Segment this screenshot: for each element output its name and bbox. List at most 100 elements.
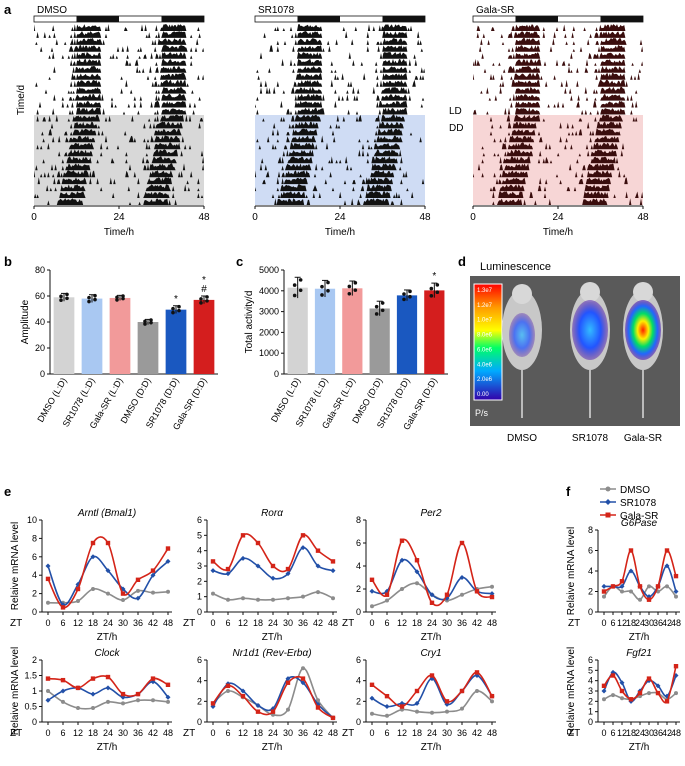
y-tick-label: 2 bbox=[197, 696, 202, 706]
point-sr1078 bbox=[628, 568, 634, 574]
point-dmso bbox=[602, 594, 606, 599]
x-tick-label: 42 bbox=[313, 728, 323, 738]
activity-row bbox=[473, 184, 643, 192]
y-tick-label: 1 bbox=[197, 592, 202, 602]
activity-row bbox=[473, 44, 643, 52]
y-tick-label: 2 bbox=[32, 655, 37, 665]
point-dmso bbox=[490, 699, 494, 704]
series-line-sr1078 bbox=[604, 565, 677, 598]
y-tick-label: 2 bbox=[32, 589, 37, 599]
point-dmso bbox=[674, 594, 678, 599]
x-tick-label: 6 bbox=[384, 618, 389, 628]
y-axis-label: Amplitude bbox=[20, 299, 31, 344]
y-axis-label: Relaive mRNA level bbox=[10, 647, 21, 735]
data-point bbox=[402, 292, 406, 296]
activity-row bbox=[34, 79, 204, 87]
data-point bbox=[149, 320, 153, 325]
scale-tick-label: 6.0e6 bbox=[477, 347, 493, 353]
point-gala-sr bbox=[330, 559, 336, 564]
x-axis-label: ZT/h bbox=[629, 742, 650, 753]
point-sr1078 bbox=[270, 575, 276, 581]
point-gala-sr bbox=[210, 559, 216, 564]
point-sr1078 bbox=[414, 700, 420, 706]
scale-tick-label: 1.2e7 bbox=[477, 303, 493, 309]
x-tick-label: 12 bbox=[73, 728, 83, 738]
y-tick-label: 6 bbox=[356, 655, 361, 665]
bar bbox=[165, 309, 187, 374]
point-dmso bbox=[460, 592, 464, 597]
point-gala-sr bbox=[384, 592, 390, 597]
x-tick-label: 36 bbox=[653, 618, 663, 628]
actogram-sr1078: SR1078 0 24 48 Time/h bbox=[252, 5, 431, 238]
gene-title: Rorα bbox=[261, 508, 283, 519]
point-dmso bbox=[602, 697, 606, 702]
point-dmso bbox=[76, 598, 80, 603]
activity-row bbox=[34, 114, 204, 122]
zt-prefix: ZT bbox=[568, 728, 580, 739]
point-dmso bbox=[301, 666, 305, 671]
point-gala-sr bbox=[60, 677, 66, 683]
point-gala-sr bbox=[673, 664, 679, 669]
activity-row bbox=[34, 100, 204, 108]
point-gala-sr bbox=[646, 676, 652, 681]
activity-row bbox=[34, 184, 204, 192]
point-gala-sr bbox=[637, 584, 643, 589]
point-dmso bbox=[46, 600, 50, 605]
activity-row bbox=[255, 24, 425, 31]
point-gala-sr bbox=[664, 699, 670, 704]
luminescence-unit: P/s bbox=[475, 408, 489, 418]
activity-row bbox=[34, 128, 204, 136]
data-point bbox=[65, 292, 69, 297]
x-tick-label: 12 bbox=[397, 728, 407, 738]
data-point bbox=[59, 298, 63, 303]
activity-row bbox=[34, 58, 204, 66]
x-tick-label: 12 bbox=[397, 618, 407, 628]
data-point bbox=[115, 298, 119, 302]
panel-letter-d: d bbox=[458, 254, 466, 269]
x-tick-label: 6 bbox=[384, 728, 389, 738]
point-gala-sr bbox=[270, 709, 276, 714]
gene-title: Nr1d1 (Rev-Erbα) bbox=[232, 648, 311, 659]
bar bbox=[369, 308, 390, 374]
x-tick-label: 48 bbox=[328, 618, 338, 628]
y-tick-label: 4 bbox=[588, 676, 593, 686]
point-sr1078 bbox=[240, 688, 246, 694]
series-line-sr1078 bbox=[47, 680, 169, 701]
data-point bbox=[65, 296, 69, 301]
x-tick-label: 36 bbox=[457, 728, 467, 738]
point-gala-sr bbox=[414, 688, 420, 694]
x-tick-label: 12 bbox=[617, 618, 627, 628]
x-tick-label: 18 bbox=[253, 728, 263, 738]
point-gala-sr bbox=[255, 709, 261, 714]
data-point bbox=[380, 308, 385, 313]
point-gala-sr bbox=[444, 699, 450, 704]
activity-row bbox=[473, 52, 643, 59]
point-sr1078 bbox=[429, 592, 435, 598]
x-tick-label: 6 bbox=[60, 618, 65, 628]
y-tick-label: 0 bbox=[197, 717, 202, 727]
activity-row bbox=[255, 170, 425, 178]
data-point bbox=[353, 281, 358, 285]
y-tick-label: 4 bbox=[197, 546, 202, 556]
activity-row bbox=[473, 191, 643, 198]
point-gala-sr bbox=[315, 548, 321, 553]
point-gala-sr bbox=[646, 597, 652, 602]
activity-row bbox=[473, 86, 643, 94]
data-point bbox=[199, 297, 203, 301]
activity-row bbox=[255, 156, 425, 164]
data-point bbox=[429, 294, 434, 298]
point-sr1078 bbox=[369, 588, 375, 594]
legend-marker-sr1078 bbox=[605, 499, 611, 505]
x-tick-label: 48 bbox=[671, 618, 681, 628]
mouse-gala-sr bbox=[623, 282, 663, 418]
point-gala-sr bbox=[315, 705, 321, 710]
point-gala-sr bbox=[135, 577, 141, 582]
y-tick-label: 0 bbox=[356, 717, 361, 727]
x-tick-label: 48 bbox=[671, 728, 681, 738]
luminescence-panel: Luminescence 1.3e7 1.2e7 1.0e7 8.0e6 6.0e6 4.… bbox=[470, 261, 680, 444]
point-gala-sr bbox=[150, 568, 156, 573]
